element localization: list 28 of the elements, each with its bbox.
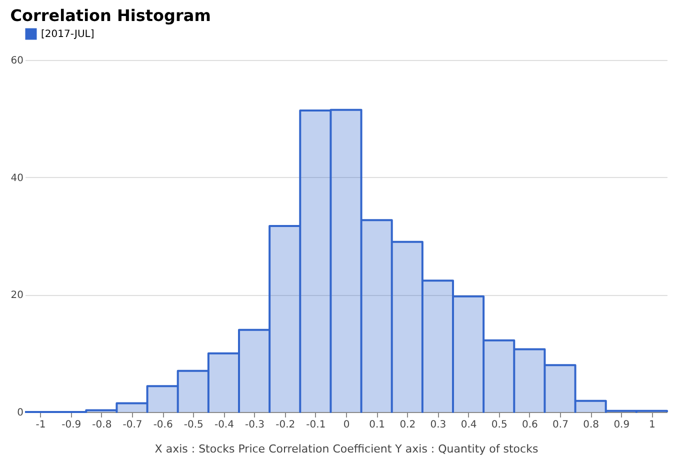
chart-title: Correlation Histogram — [10, 6, 211, 25]
x-tick-label: -0.6 — [153, 420, 173, 430]
x-tick-label: 0 — [343, 420, 350, 430]
x-tick-label: 0.5 — [491, 420, 508, 430]
y-tick-label: 20 — [10, 290, 24, 302]
x-tick-label: 0.8 — [583, 420, 600, 430]
x-tick-label: 0.6 — [522, 420, 538, 430]
y-tick-label: 60 — [10, 56, 24, 66]
x-tick-label: -0.9 — [62, 420, 82, 430]
x-tick-label: -0.7 — [122, 420, 142, 430]
x-tick-label: 0.1 — [369, 420, 386, 430]
legend-label: [2017-JUL] — [41, 29, 94, 40]
x-tick-label: -0.3 — [245, 420, 265, 430]
y-tick-label: 40 — [10, 172, 24, 184]
x-tick-label: 1 — [649, 420, 656, 430]
x-tick-label: -0.1 — [306, 420, 326, 430]
x-axis-title: X axis : Stocks Price Correlation Coefficient Y axis : Quantity of stocks — [154, 442, 538, 456]
x-tick-label: 0.9 — [614, 420, 630, 430]
x-tick-label: -0.4 — [214, 420, 234, 430]
x-tick-label: 0.4 — [460, 420, 477, 430]
x-tick-label: 0.2 — [400, 420, 416, 430]
x-tick-label: -0.8 — [92, 420, 112, 430]
y-tick-label: 0 — [17, 408, 24, 418]
x-tick-label: -1 — [36, 420, 46, 430]
x-tick-label: -0.2 — [276, 420, 296, 430]
x-tick-label: 0.3 — [430, 420, 446, 430]
x-tick-label: -0.5 — [184, 420, 204, 430]
x-tick-label: 0.7 — [552, 420, 568, 430]
